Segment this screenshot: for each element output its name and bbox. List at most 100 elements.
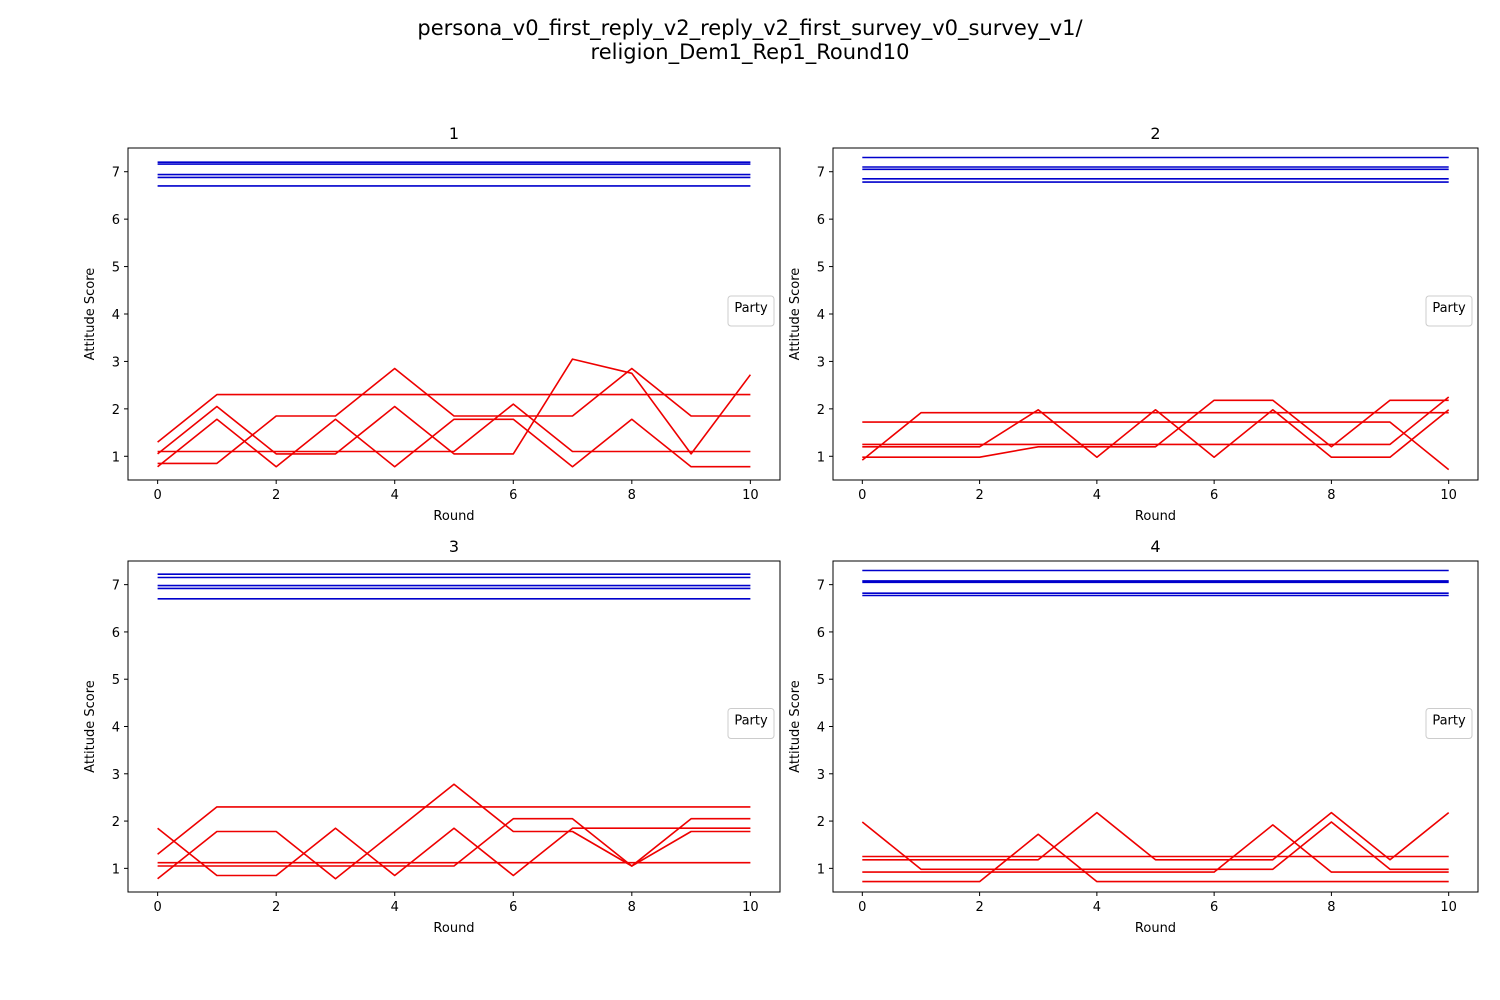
x-tick-label: 4 [391,900,399,915]
rep-series-line-10 [862,833,1449,883]
x-tick-label: 8 [1327,900,1335,915]
y-tick-label: 2 [817,815,825,830]
x-axis-label: Round [433,921,474,936]
y-tick-label: 4 [817,721,825,736]
subplot-title: 3 [449,537,459,556]
axes-frame [832,147,1479,481]
x-tick-label: 6 [509,488,517,503]
axes-frame [832,560,1479,893]
rep-series-line-7 [157,358,752,455]
axes-frame [127,147,781,481]
x-tick-label: 2 [272,900,280,915]
y-tick-label: 4 [817,308,825,323]
rep-series-line-9 [862,408,1450,459]
y-axis-label: Attitude Score [83,268,98,361]
y-tick-label: 7 [817,166,825,181]
y-tick-label: 1 [817,450,825,465]
rep-series-line-9 [157,367,751,465]
x-tick-label: 0 [858,900,866,915]
y-tick-label: 3 [817,768,825,783]
legend-box [727,708,775,739]
x-tick-label: 0 [858,488,866,503]
x-tick-label: 10 [742,488,759,503]
x-tick-label: 10 [742,900,759,915]
y-tick-label: 2 [112,815,120,830]
y-tick-label: 3 [817,355,825,370]
x-tick-label: 2 [975,900,983,915]
x-tick-label: 0 [153,900,161,915]
y-tick-label: 3 [112,768,120,783]
legend-title: Party [734,714,768,729]
y-tick-label: 7 [112,579,120,594]
legend-box [1425,708,1473,739]
y-tick-label: 5 [817,261,825,276]
rep-series-line-8 [157,783,751,880]
rep-series-line-7 [157,827,751,877]
y-tick-label: 2 [817,403,825,418]
x-tick-label: 6 [1210,488,1218,503]
subplot-title: 1 [449,124,459,143]
rep-series-line-8 [157,418,751,468]
rep-series-line-10 [157,403,751,453]
y-axis-label: Attitude Score [788,268,803,361]
y-tick-label: 3 [112,355,120,370]
y-tick-label: 6 [817,626,825,641]
x-tick-label: 2 [272,488,280,503]
x-tick-label: 10 [1440,900,1457,915]
figure-title-line-2: religion_Dem1_Rep1_Round10 [590,40,910,64]
rep-series-line-6 [861,411,1449,461]
legend-box [727,295,775,327]
x-tick-label: 4 [1093,900,1101,915]
legend-title: Party [1432,714,1466,729]
y-tick-label: 1 [112,862,120,877]
subplot-title: 4 [1150,537,1160,556]
rep-series-line-9 [862,824,1449,873]
rep-series-line-6 [157,806,751,855]
y-tick-label: 5 [112,261,120,276]
x-tick-label: 0 [153,488,161,503]
x-axis-label: Round [1135,509,1176,524]
subplot-title: 2 [1150,124,1160,143]
y-tick-label: 1 [817,862,825,877]
y-tick-label: 7 [817,579,825,594]
y-axis-label: Attitude Score [788,680,803,773]
y-axis-label: Attitude Score [83,680,98,773]
figure-title-line-1: persona_v0_first_reply_v2_reply_v2_first… [417,16,1083,40]
y-tick-label: 5 [817,673,825,688]
rep-series-line-8 [862,396,1450,446]
figure-title: persona_v0_first_reply_v2_reply_v2_first… [0,16,1500,64]
x-tick-label: 8 [628,488,636,503]
x-tick-label: 2 [975,488,983,503]
x-tick-label: 8 [1327,488,1335,503]
y-tick-label: 1 [112,450,120,465]
axes-frame [127,560,781,893]
y-tick-label: 6 [112,213,120,228]
y-tick-label: 4 [112,308,120,323]
y-tick-label: 6 [112,626,120,641]
x-tick-label: 4 [391,488,399,503]
x-tick-label: 10 [1440,488,1457,503]
legend-box [1425,295,1473,327]
rep-series-line-6 [157,393,751,443]
y-tick-label: 4 [112,721,120,736]
y-tick-label: 6 [817,213,825,228]
rep-series-line-9 [157,817,751,867]
x-axis-label: Round [433,509,474,524]
x-axis-label: Round [1135,921,1176,936]
legend-title: Party [1432,301,1466,316]
rep-series-line-7 [862,421,1450,471]
rep-series-line-10 [862,399,1449,459]
x-tick-label: 8 [628,900,636,915]
legend-title: Party [734,301,768,316]
rep-series-line-6 [861,821,1449,871]
y-tick-label: 2 [112,403,120,418]
x-tick-label: 4 [1093,488,1101,503]
y-tick-label: 5 [112,673,120,688]
x-tick-label: 6 [1210,900,1218,915]
y-tick-label: 7 [112,166,120,181]
